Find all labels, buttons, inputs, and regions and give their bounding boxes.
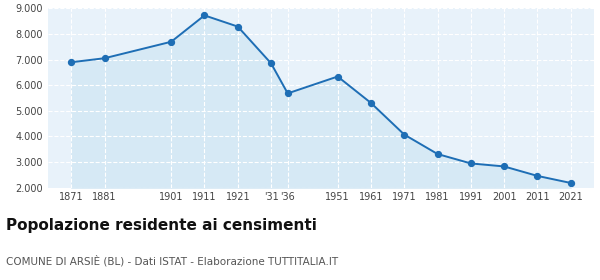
Point <box>233 24 242 29</box>
Point <box>533 174 542 178</box>
Point <box>499 164 509 169</box>
Point <box>433 152 442 156</box>
Point <box>400 132 409 137</box>
Point <box>366 101 376 105</box>
Point <box>100 56 109 60</box>
Point <box>266 61 276 66</box>
Point <box>333 74 343 79</box>
Point <box>283 91 293 96</box>
Point <box>566 181 575 185</box>
Point <box>67 60 76 64</box>
Point <box>466 161 476 166</box>
Text: COMUNE DI ARSIÈ (BL) - Dati ISTAT - Elaborazione TUTTITALIA.IT: COMUNE DI ARSIÈ (BL) - Dati ISTAT - Elab… <box>6 255 338 266</box>
Point <box>166 39 176 44</box>
Point <box>200 13 209 18</box>
Text: Popolazione residente ai censimenti: Popolazione residente ai censimenti <box>6 218 317 234</box>
